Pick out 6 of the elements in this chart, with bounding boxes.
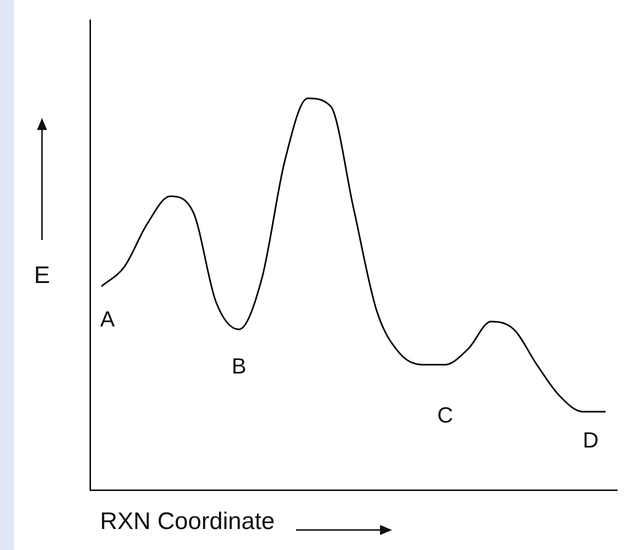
x-axis-title: RXN Coordinate [100,508,275,536]
annotation: C [437,402,454,428]
y-axis-title: E [34,262,50,290]
annotation: B [232,353,246,378]
annotation: D [582,428,599,453]
annotation: A [100,306,116,332]
